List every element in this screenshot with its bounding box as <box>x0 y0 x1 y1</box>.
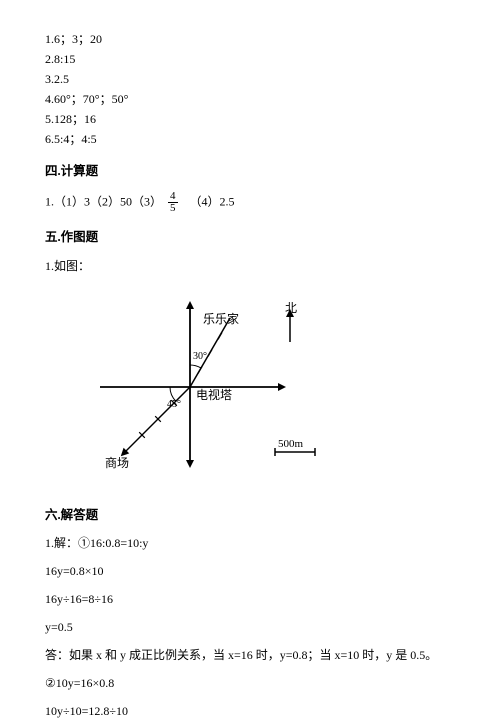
s6-line: 16y÷16=8÷16 <box>45 590 455 608</box>
svg-text:北: 北 <box>285 301 297 315</box>
answer-line: 5.128；16 <box>45 110 455 128</box>
q1-suffix: （4）2.5 <box>184 194 235 208</box>
s6-line: 10y÷10=12.8÷10 <box>45 702 455 720</box>
svg-text:30°: 30° <box>193 351 207 362</box>
answers-block: 1.6；3；20 2.8:15 3.2.5 4.60°；70°；50° 5.12… <box>45 30 455 148</box>
svg-text:乐乐家: 乐乐家 <box>203 311 239 326</box>
coordinate-diagram: 乐乐家 北电视塔商场 500m 30° 45° <box>75 287 455 492</box>
svg-text:45°: 45° <box>167 399 181 410</box>
diagram-svg: 乐乐家 北电视塔商场 500m 30° 45° <box>75 287 335 487</box>
s6-line: y=0.5 <box>45 618 455 636</box>
answer-line: 4.60°；70°；50° <box>45 90 455 108</box>
q1-prefix: 1.（1）3（2）50（3） <box>45 194 162 208</box>
svg-text:500m: 500m <box>278 438 304 450</box>
section5-title: 五.作图题 <box>45 228 455 247</box>
svg-text:电视塔: 电视塔 <box>196 387 232 402</box>
answer-line: 1.6；3；20 <box>45 30 455 48</box>
answer-line: 6.5:4；4:5 <box>45 130 455 148</box>
s6-line: 16y=0.8×10 <box>45 562 455 580</box>
fraction-num: 4 <box>168 191 178 203</box>
fraction-den: 5 <box>168 203 178 214</box>
answer-line: 3.2.5 <box>45 70 455 88</box>
svg-text:商场: 商场 <box>105 455 129 470</box>
fraction: 4 5 <box>168 191 178 214</box>
section4-q1: 1.（1）3（2）50（3） 4 5 （4）2.5 <box>45 191 455 214</box>
s6-line: 答：如果 x 和 y 成正比例关系，当 x=16 时，y=0.8；当 x=10 … <box>45 646 455 664</box>
s6-line: 1.解：①16:0.8=10:y <box>45 534 455 552</box>
section4-title: 四.计算题 <box>45 162 455 181</box>
answer-line: 2.8:15 <box>45 50 455 68</box>
s6-line: ②10y=16×0.8 <box>45 674 455 692</box>
section5-q1: 1.如图： <box>45 257 455 275</box>
section6-title: 六.解答题 <box>45 506 455 525</box>
